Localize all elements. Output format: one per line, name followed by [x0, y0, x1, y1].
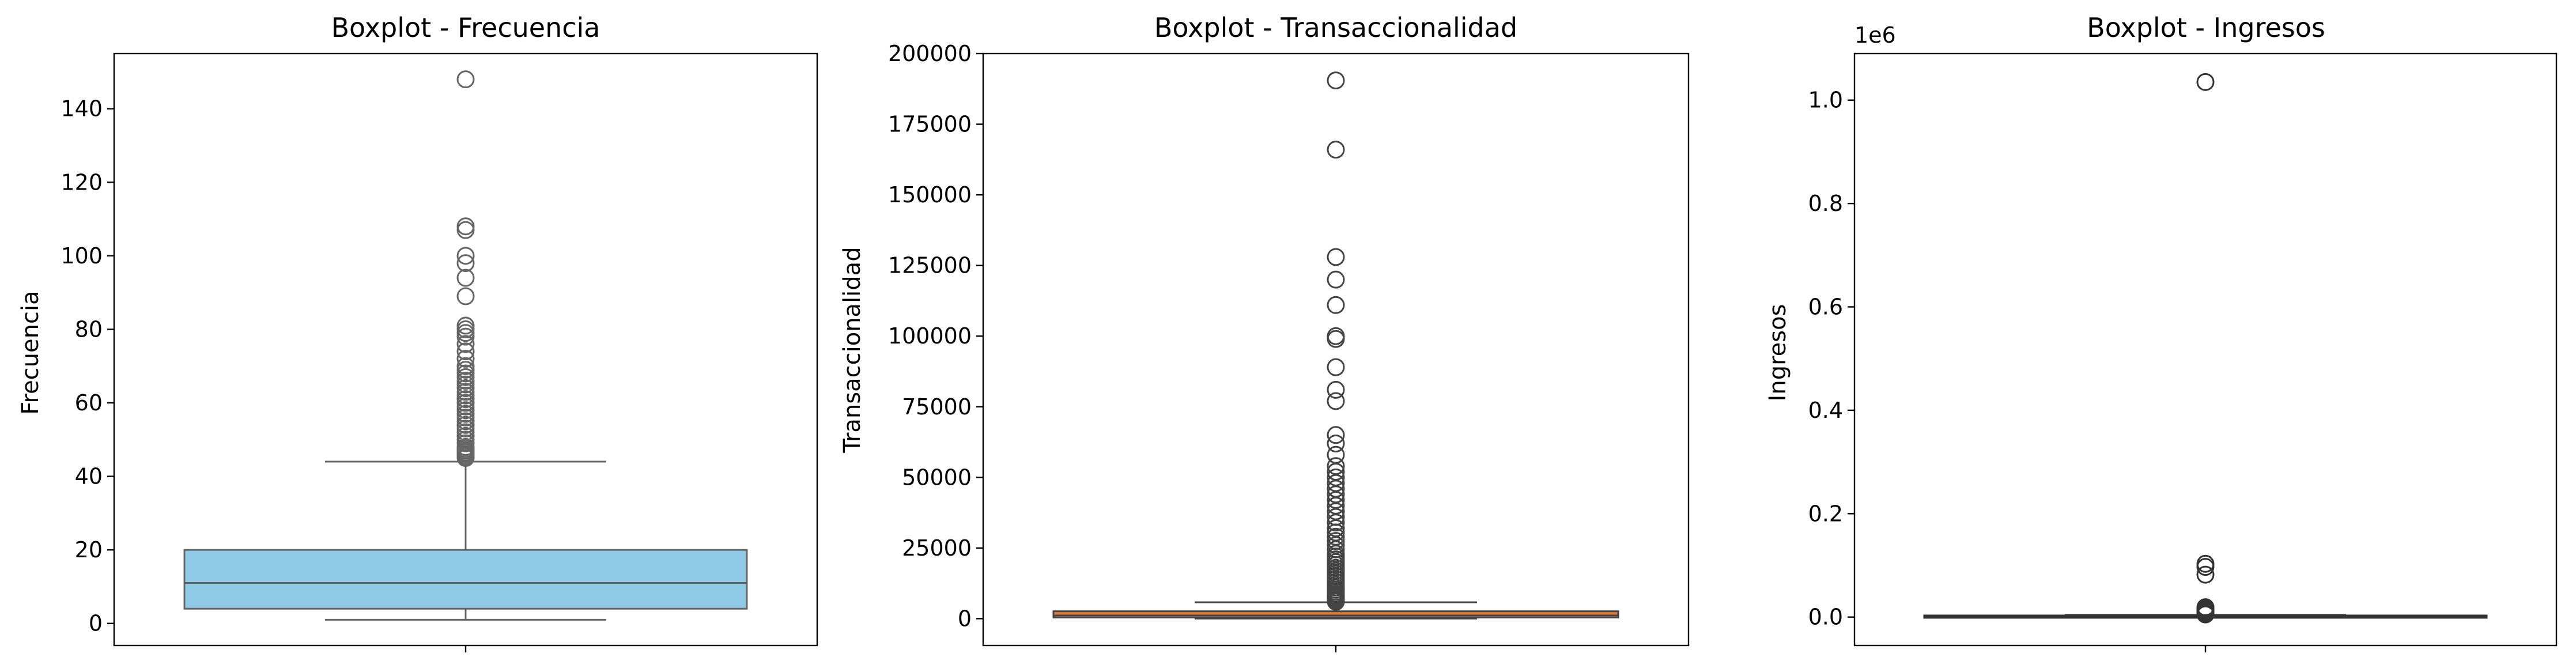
y-tick-label: 0 [958, 606, 972, 631]
outlier-point [1327, 141, 1345, 159]
outlier-point [1327, 358, 1345, 376]
outlier-point [1327, 457, 1345, 475]
outlier-point [456, 349, 475, 368]
outlier-point [2196, 554, 2215, 573]
y-tick-label: 150000 [888, 182, 972, 207]
axes-frame [1853, 52, 2558, 647]
outlier-point [456, 316, 475, 335]
outlier-point [1327, 270, 1345, 289]
y-tick-label: 125000 [888, 253, 972, 278]
y-tick-label: 75000 [902, 394, 972, 420]
outlier-point [456, 221, 475, 239]
y-tick-label: 0.6 [1808, 295, 1843, 320]
y-tick-label: 100 [61, 243, 103, 269]
outlier-point [1327, 434, 1345, 452]
axes-frame [113, 52, 818, 647]
iqr-box [183, 549, 748, 610]
outlier-point [1327, 468, 1345, 486]
y-tick-label: 0.2 [1808, 501, 1843, 526]
outlier-point [456, 335, 475, 353]
y-tick-label: 120 [61, 169, 103, 195]
y-tick-label: 175000 [888, 112, 972, 137]
outlier-point [2196, 598, 2215, 617]
outlier-point [1327, 71, 1345, 90]
panel-ingresos: Boxplot - Ingresos Ingresos 1e6 0.0 0.2 0.… [1765, 12, 2558, 652]
chart-title: Boxplot - Transaccionalidad [1154, 12, 1517, 43]
y-tick-label: 0.4 [1808, 398, 1843, 423]
y-offset-label: 1e6 [1854, 22, 1896, 48]
outlier-point [1327, 380, 1345, 399]
outlier-point [1327, 527, 1345, 546]
y-tick-label: 0.0 [1808, 605, 1843, 630]
outlier-point [456, 254, 475, 273]
y-tick-label: 60 [75, 390, 103, 416]
outlier-point [1327, 426, 1345, 444]
panel-frecuencia: Boxplot - Frecuencia Frecuencia 0 20 40 60 8… [17, 12, 818, 652]
outlier-point [456, 357, 475, 375]
y-tick-label: 0.8 [1808, 191, 1843, 216]
outlier-point [1327, 327, 1345, 345]
y-axis-label: Frecuencia [17, 290, 44, 414]
outlier-point [456, 342, 475, 361]
outlier-point [1327, 296, 1345, 314]
panel-transaccionalidad: Boxplot - Transaccionalidad Transacciona… [839, 12, 1690, 652]
outlier-point [1327, 392, 1345, 410]
chart-title: Boxplot - Ingresos [2087, 12, 2325, 43]
outlier-point [1327, 532, 1345, 550]
y-tick-label: 0 [89, 611, 103, 636]
y-tick-label: 50000 [902, 465, 972, 490]
y-tick-label: 140 [61, 96, 103, 122]
iqr-box [1052, 610, 1619, 618]
outlier-point [2196, 565, 2215, 584]
y-axis-label: Transaccionalidad [839, 247, 866, 453]
outlier-point [1327, 248, 1345, 266]
axes-frame [982, 52, 1690, 647]
y-tick-label: 80 [75, 316, 103, 342]
outlier-point [456, 247, 475, 265]
y-tick-label: 40 [75, 464, 103, 489]
chart-title: Boxplot - Frecuencia [331, 12, 600, 43]
outlier-point [456, 70, 475, 89]
outlier-point [456, 269, 475, 287]
y-tick-label: 25000 [902, 535, 972, 561]
outlier-point [2196, 73, 2215, 91]
y-axis-label: Ingresos [1765, 304, 1791, 402]
outlier-point [456, 287, 475, 305]
y-tick-label: 1.0 [1808, 88, 1843, 113]
y-tick-label: 100000 [888, 323, 972, 349]
y-tick-label: 200000 [888, 41, 972, 66]
outlier-point [1327, 446, 1345, 464]
y-tick-label: 20 [75, 537, 103, 562]
outlier-point [456, 217, 475, 236]
